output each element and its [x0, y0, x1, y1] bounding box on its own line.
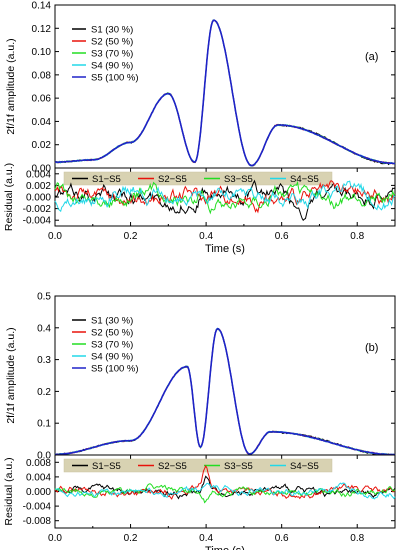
- legend-label: S1−S5: [92, 461, 121, 472]
- legend-label: S3 (70 %): [91, 340, 133, 351]
- y-tick-label: 0.04: [32, 117, 52, 128]
- y-tick-label: -0.004: [23, 502, 52, 513]
- legend-label: S3−S5: [224, 461, 253, 472]
- y-tick-label: 0.000: [26, 193, 51, 204]
- residual-line-2: [54, 180, 396, 215]
- y-tick-label: 0.004: [26, 472, 51, 483]
- y-tick-label: 0.10: [32, 47, 52, 58]
- residual-line-2: [54, 483, 396, 504]
- x-tick-label: 0.0: [48, 231, 62, 242]
- residual-line-3: [54, 482, 396, 500]
- legend-label: S4−S5: [290, 461, 319, 472]
- y-tick-label: 0.14: [32, 1, 52, 12]
- y-tick-label: 0.12: [32, 24, 52, 35]
- y-tick-label: 0.008: [26, 458, 51, 469]
- x-axis-label: Time (s): [205, 243, 245, 255]
- legend-band: [63, 171, 333, 186]
- x-tick-label: 0.2: [124, 533, 138, 544]
- x-tick-label: 0.0: [48, 533, 62, 544]
- legend-band: [63, 458, 333, 473]
- y-tick-label: 0.4: [37, 323, 51, 334]
- x-tick-label: 0.4: [199, 231, 213, 242]
- y-tick-label: 0.000: [26, 487, 51, 498]
- y-tick-label: 0.06: [32, 94, 52, 105]
- legend-label: S4−S5: [290, 174, 319, 185]
- x-tick-label: 0.6: [275, 533, 289, 544]
- legend-label: S2−S5: [158, 461, 187, 472]
- y-tick-label: 0.3: [37, 355, 51, 366]
- panel-label: (b): [365, 342, 378, 354]
- y-tick-label: -0.002: [23, 204, 52, 215]
- y-tick-label: 0.004: [26, 169, 51, 180]
- legend-label: S5 (100 %): [91, 364, 139, 375]
- x-axis-label: Time (s): [205, 545, 245, 550]
- y-tick-label: 0.002: [26, 181, 51, 192]
- y-tick-label: 0.08: [32, 70, 52, 81]
- x-tick-label: 0.8: [350, 533, 364, 544]
- x-tick-label: 0.2: [124, 231, 138, 242]
- legend-label: S2 (50 %): [91, 37, 133, 48]
- y-tick-label: 0.5: [37, 292, 51, 303]
- x-tick-label: 0.4: [199, 533, 213, 544]
- series-line-4: [55, 327, 396, 456]
- main-plot-2: 0.0 0.1 0.2 0.3 0.4 0.5 2f/1f amplitude (a.u.)…: [5, 292, 396, 462]
- x-tick-label: 0.8: [350, 231, 364, 242]
- legend-label: S4 (90 %): [91, 352, 133, 363]
- legend-label: S1 (30 %): [91, 316, 133, 327]
- y-tick-label: 0.0: [37, 451, 51, 462]
- y-tick-label: -0.004: [23, 216, 52, 227]
- residual-line-3: [54, 180, 396, 213]
- legend-label: S4 (90 %): [91, 61, 133, 72]
- legend-label: S1 (30 %): [91, 25, 133, 36]
- y-tick-label: -0.008: [23, 516, 52, 527]
- y-tick-label: 0.2: [37, 387, 51, 398]
- panel-label: (a): [365, 51, 378, 63]
- y-axis-label: Residual (a.u.): [3, 457, 15, 525]
- legend-label: S2 (50 %): [91, 328, 133, 339]
- y-tick-label: 0.1: [37, 419, 51, 430]
- residual-line-1: [54, 180, 396, 214]
- legend-label: S3 (70 %): [91, 49, 133, 60]
- legend-label: S1−S5: [92, 174, 121, 185]
- legend-label: S5 (100 %): [91, 73, 139, 84]
- y-tick-label: 0.02: [32, 140, 52, 151]
- legend-label: S3−S5: [224, 174, 253, 185]
- x-tick-label: 0.6: [275, 231, 289, 242]
- main-plot-0: 0.00 0.02 0.04 0.06 0.08 0.10 0.12 0.14 2f/1f am…: [5, 1, 396, 175]
- legend-label: S2−S5: [158, 174, 187, 185]
- y-axis-label: 2f/1f amplitude (a.u.): [5, 38, 17, 134]
- y-tick-label: 0.00: [32, 164, 52, 175]
- series-line-4: [54, 19, 396, 167]
- y-axis-label: 2f/1f amplitude (a.u.): [5, 327, 17, 423]
- y-axis-label: Residual (a.u.): [3, 163, 15, 231]
